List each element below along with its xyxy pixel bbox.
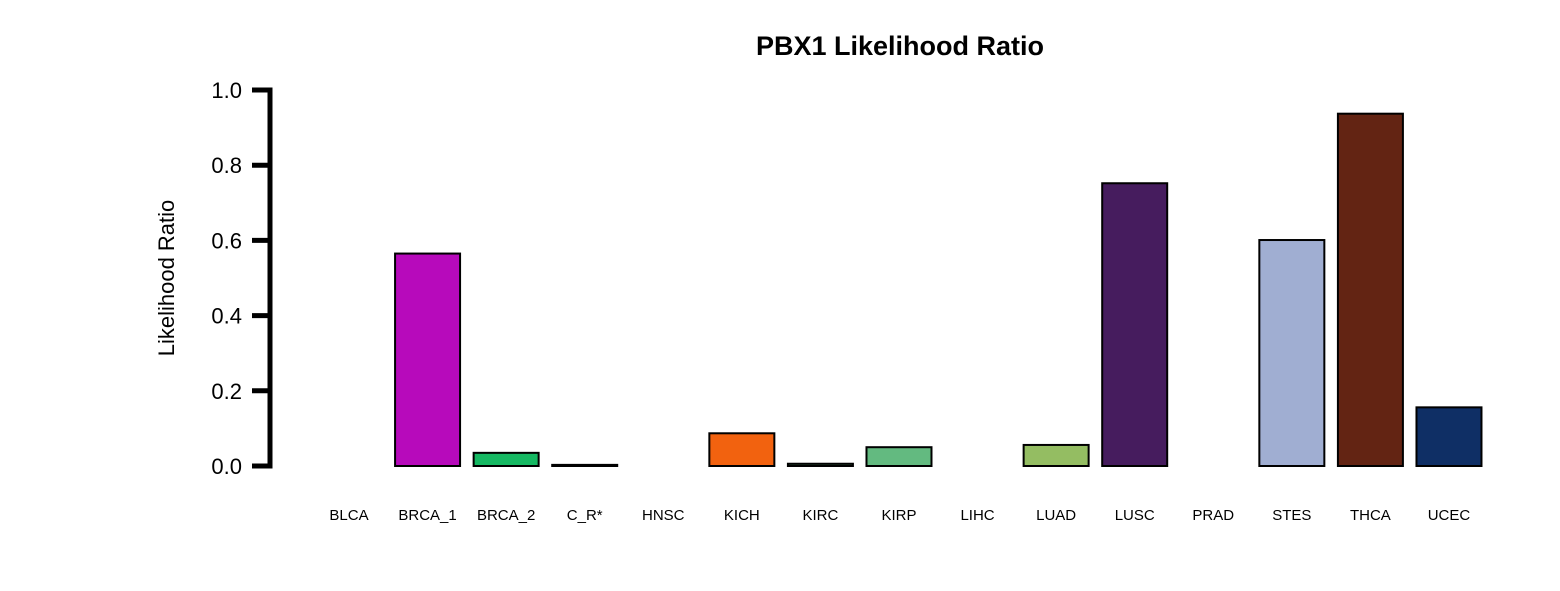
x-tick-label: PRAD <box>1192 507 1234 524</box>
x-tick-label: UCEC <box>1428 507 1471 524</box>
x-tick-label: BRCA_1 <box>398 507 456 524</box>
bar-brca-2 <box>472 451 540 467</box>
bar-ucec <box>1415 406 1483 467</box>
bar-kirp <box>865 446 933 468</box>
x-tick-label: BLCA <box>329 507 368 524</box>
bar-stes <box>1258 239 1326 467</box>
y-axis-label: Likelihood Ratio <box>154 200 179 357</box>
y-tick-label: 0.0 <box>211 454 242 479</box>
x-tick-label: LUAD <box>1036 507 1076 524</box>
bars-group <box>394 112 1483 468</box>
x-tick-label: KIRC <box>802 507 838 524</box>
y-tick-label: 0.8 <box>211 153 242 178</box>
x-tick-label: LUSC <box>1115 507 1155 524</box>
y-tick-label: 0.2 <box>211 379 242 404</box>
bar-c-r- <box>551 463 619 468</box>
x-tick-label: LIHC <box>960 507 994 524</box>
bar-lusc <box>1101 182 1169 468</box>
x-tick-label: HNSC <box>642 507 685 524</box>
y-tick-label: 0.4 <box>211 304 242 329</box>
x-tick-label: STES <box>1272 507 1311 524</box>
y-tick-label: 1.0 <box>211 78 242 103</box>
bar-kirc <box>786 462 854 467</box>
chart-title: PBX1 Likelihood Ratio <box>756 31 1044 61</box>
x-tick-label: KIRP <box>881 507 916 524</box>
bar-luad <box>1022 443 1090 467</box>
bar-brca-1 <box>394 252 462 467</box>
y-axis: 0.0 0.2 0.4 0.6 0.8 1.0 <box>211 78 273 479</box>
bar-kich <box>708 432 776 467</box>
x-tick-label: KICH <box>724 507 760 524</box>
x-tick-label: THCA <box>1350 507 1391 524</box>
x-tick-labels: BLCA BRCA_1 BRCA_2 C_R* HNSC KICH KIRC KIRP LIHC… <box>329 507 1470 524</box>
x-tick-label: BRCA_2 <box>477 507 535 524</box>
x-tick-label: C_R* <box>567 507 603 524</box>
bar-thca <box>1336 112 1404 468</box>
y-tick-label: 0.6 <box>211 228 242 253</box>
